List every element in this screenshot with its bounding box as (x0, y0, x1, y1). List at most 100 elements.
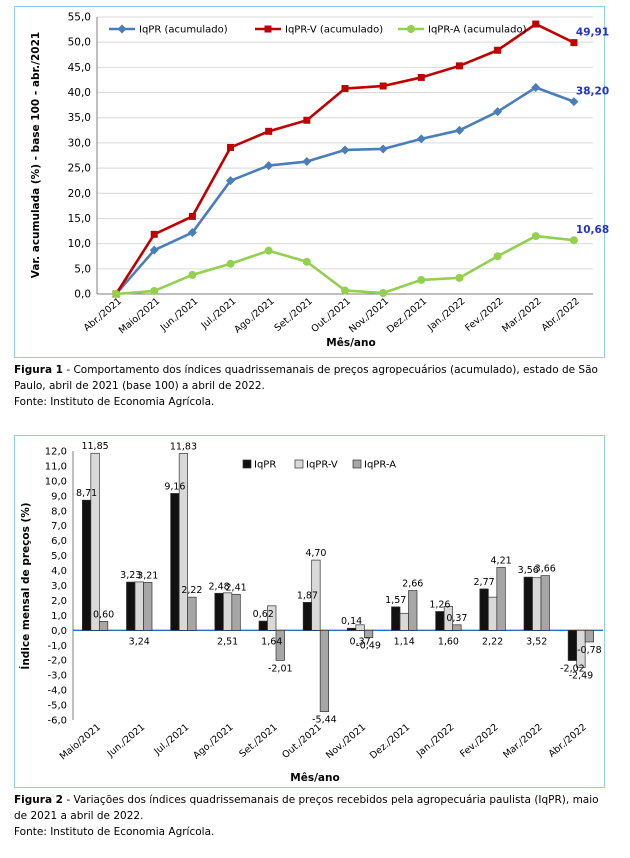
x-tick-label: Jul./2021 (151, 722, 191, 758)
y-tick-label: 10,0 (45, 476, 67, 487)
bar-value-label: -2,01 (268, 663, 293, 674)
bar-value-label: 0,14 (341, 616, 362, 627)
x-tick-label: Maio/2021 (58, 722, 103, 762)
x-tick-label: Jan./2022 (414, 722, 456, 760)
data-point (264, 161, 274, 171)
y-tick-label: 6,0 (51, 536, 67, 547)
bar-iqpr-a (319, 629, 330, 712)
data-point (455, 273, 464, 282)
data-point (265, 127, 273, 135)
bar-value-label: -2,49 (569, 671, 594, 682)
bar-value-label: 8,71 (76, 488, 97, 499)
bar-value-label: 2,22 (181, 585, 202, 596)
bar-value-label: 1,60 (438, 636, 459, 647)
bar-iqpr-v (532, 577, 542, 631)
monthly-index-bar-chart: -6,0 -5,0 -4,0 -3,0 -2,0 -1,0 0,0 1,0 2,0 3,0 4,0 5… (19, 441, 603, 784)
x-tick-label: Out./2021 (309, 296, 353, 335)
y-tick-label: 30,0 (68, 137, 91, 149)
x-axis-title: Mês/ano (326, 337, 375, 349)
bar-iqpr (214, 592, 224, 631)
x-tick-label: Set./2021 (272, 296, 314, 334)
bar-iqpr-v (355, 624, 365, 631)
x-tick-label: Jun./2021 (105, 722, 148, 760)
bar-iqpr (479, 588, 489, 631)
bar-value-label: 2,22 (482, 636, 503, 647)
y-tick-label: 45,0 (68, 62, 91, 74)
y-tick-label: 0,0 (51, 626, 67, 637)
data-point (227, 143, 235, 151)
data-point (188, 270, 197, 279)
bar-value-label: 0,62 (253, 609, 274, 620)
x-tick-label: Fev./2022 (458, 722, 500, 760)
bar-value-label: -0,49 (356, 641, 381, 652)
bar-value-label: 2,66 (402, 579, 423, 590)
legend-label: IqPR-A (acumulado) (428, 25, 527, 36)
x-tick-label: Abr./2022 (540, 296, 582, 334)
x-axis-title: Mês/ano (290, 772, 339, 784)
y-tick-label: 35,0 (68, 112, 91, 124)
bar-value-label: 3,66 (535, 564, 556, 575)
y-tick-label: -4,0 (47, 686, 67, 697)
bar-value-label: 1,64 (261, 636, 282, 647)
bar-value-label: 1,57 (385, 595, 406, 606)
data-point (379, 82, 387, 90)
figure-1-caption: Figura 1 - Comportamento dos índices qua… (14, 362, 609, 410)
data-point (570, 39, 578, 47)
data-point (417, 73, 425, 81)
y-tick-label: 3,0 (51, 581, 67, 592)
legend-label: IqPR (acumulado) (139, 25, 228, 36)
x-tick-label: Out./2021 (280, 722, 324, 761)
y-tick-label: 5,0 (74, 263, 91, 275)
y-tick-label: -5,0 (47, 701, 67, 712)
data-point (112, 290, 121, 298)
data-point (302, 257, 311, 266)
bar-value-label: 0,37 (446, 613, 467, 624)
bar-iqpr (523, 576, 533, 631)
y-tick-label: 15,0 (68, 213, 91, 225)
bar-value-label: 3,52 (526, 636, 547, 647)
data-point (226, 176, 236, 186)
x-tick-label: Ago./2021 (191, 722, 235, 762)
y-tick-label: 25,0 (68, 163, 91, 175)
bar-iqpr (346, 627, 357, 631)
y-tick-label: 50,0 (68, 37, 91, 49)
data-point (187, 228, 197, 238)
accumulated-index-line-chart: 0,0 5,0 10,0 15,0 20,0 25,0 30,0 35,0 40,0 45,0 50… (30, 12, 609, 350)
legend-marker (117, 24, 127, 34)
bar-value-label: 2,48 (209, 581, 230, 592)
data-point (455, 62, 463, 70)
bar-iqpr-a (584, 629, 595, 643)
y-axis-title: Var. acumulada (%) - base 100 - abr./202… (30, 32, 42, 278)
bar-iqpr (567, 629, 578, 661)
data-point (340, 145, 350, 155)
x-tick-label: Jun./2021 (158, 296, 201, 334)
y-tick-label: 8,0 (51, 506, 67, 517)
data-point (531, 83, 541, 93)
bar-iqpr (302, 602, 313, 631)
data-point (494, 46, 502, 54)
bar-value-label: 11,83 (170, 442, 197, 453)
figure-1-label: Figura 1 (14, 364, 63, 376)
legend-label: IqPR (254, 460, 276, 471)
bar-iqpr-a (540, 575, 550, 631)
figure-1-text: - Comportamento dos índices quadrisseman… (14, 364, 598, 392)
y-tick-label: 5,0 (51, 551, 67, 562)
bar-value-label: -5,44 (312, 715, 337, 726)
bar-iqpr-a (275, 629, 285, 661)
bar-value-label: 0,60 (93, 609, 114, 620)
data-point (531, 232, 540, 241)
series-line-3 (115, 234, 575, 296)
data-point (416, 134, 426, 144)
bar-iqpr-a (496, 567, 506, 631)
bar-value-label: 4,70 (305, 548, 326, 559)
data-point (493, 107, 503, 117)
bar-iqpr-a (143, 582, 153, 631)
figure-1-source: Fonte: Instituto de Economia Agrícola. (14, 396, 215, 408)
x-tick-label: Dez./2021 (368, 722, 412, 762)
legend-label: IqPR-V (306, 460, 338, 471)
bar-iqpr-v (222, 592, 233, 631)
data-point (569, 236, 578, 245)
x-tick-label: Fev./2022 (463, 296, 505, 334)
bar-iqpr-a (98, 621, 109, 631)
y-tick-label: 1,0 (51, 611, 67, 622)
